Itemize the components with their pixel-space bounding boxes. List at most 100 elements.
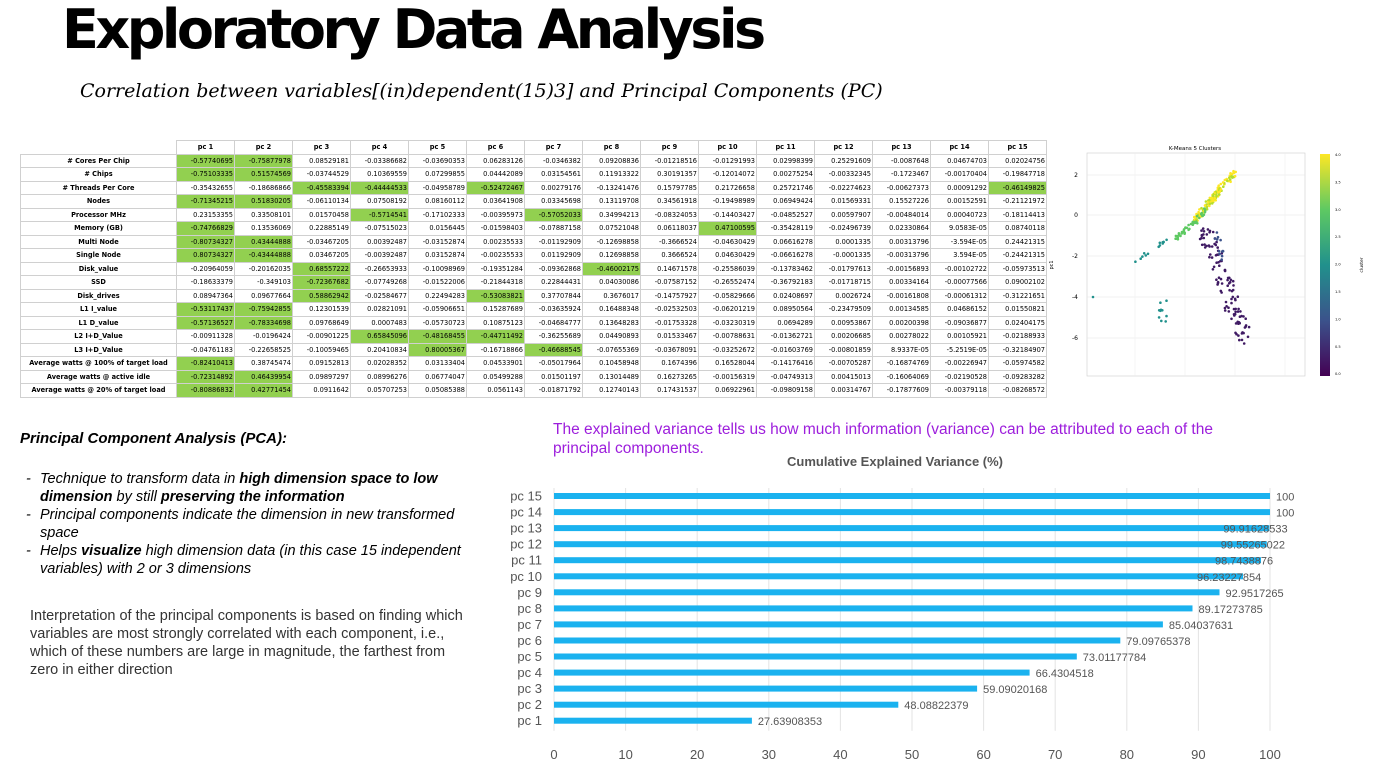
table-cell: 0.02330864 [872,221,931,236]
table-row: L3 I+D_Value -0.04761183 -0.22658525 -0.100… [20,342,1047,357]
table-cell: 0.21726658 [698,180,757,195]
table-row: Average watts @ active idle -0.72314892 0.… [20,369,1047,384]
row-label: Processor MHz [20,207,177,222]
column-header-pc1: pc 1 [176,140,235,155]
kmeans-point [1217,249,1221,253]
table-cell: 0.04442089 [466,167,525,182]
kmeans-point [1208,202,1212,206]
table-cell: -0.36792183 [756,275,815,290]
table-cell: -0.02190528 [930,369,989,384]
category-label: pc 11 [511,553,542,568]
bullet-text: Technique to transform data in [40,471,240,487]
x-tick-label: 80 [1120,747,1134,760]
kmeans-point [1223,306,1227,310]
kmeans-point [1188,227,1191,231]
kmeans-point [1220,250,1224,253]
table-cell: 0.42771454 [234,383,293,398]
table-cell: -0.57136527 [176,315,235,330]
kmeans-point [1242,342,1246,345]
kmeans-point [1211,230,1215,234]
bar-pc2 [554,701,899,708]
table-cell: -0.00156893 [872,261,931,276]
kmeans-point [1226,284,1229,287]
data-label: 98.7438876 [1215,556,1273,568]
table-cell: -0.52472467 [466,180,525,195]
kmeans-colorbar-label: cluster [1359,257,1365,272]
page-title: Exploratory Data Analysis [62,0,766,61]
column-header-pc11: pc 11 [756,140,815,155]
table-cell: -0.06201219 [698,302,757,317]
table-cell: -0.35428119 [756,221,815,236]
bar-pc1 [554,717,752,724]
table-cell: -0.01218516 [640,153,699,168]
table-row: L1 D_value -0.57136527 -0.78334698 0.097686… [20,315,1047,330]
kmeans-point [1244,317,1247,320]
kmeans-point [1231,295,1235,299]
table-cell: 0.04630429 [698,248,757,263]
table-cell: -0.82410413 [176,356,235,371]
table-cell: -0.10059465 [292,342,351,357]
table-cell: -0.00901225 [292,329,351,344]
kmeans-ytick-label: 2 [1074,172,1078,179]
table-cell: -0.05829666 [698,288,757,303]
table-cell: 0.01192909 [524,248,583,263]
kmeans-point [1230,301,1233,305]
category-label: pc 3 [517,681,542,696]
kmeans-point [1215,231,1219,234]
table-cell: -0.00395973 [466,207,525,222]
table-cell: 0.1674396 [640,356,699,371]
table-cell: -0.06110134 [292,194,351,209]
bullet-text: Principal components indicate the dimens… [40,507,455,541]
table-row: Memory (GB) -0.74766829 0.13536069 0.228851… [20,221,1047,236]
table-cell: 0.01533467 [640,329,699,344]
pca-bullet-list: Technique to transform data in high dime… [20,470,470,578]
kmeans-point [1141,255,1144,258]
table-cell: -0.5714541 [350,207,409,222]
table-cell: 0.09002102 [988,275,1047,290]
table-cell: 0.17431537 [640,383,699,398]
kmeans-point [1196,222,1199,225]
table-cell: -0.08324053 [640,207,699,222]
kmeans-point [1228,280,1232,284]
kmeans-point [1157,309,1161,312]
kmeans-point [1213,237,1217,240]
kmeans-point [1210,256,1214,259]
kmeans-point [1221,181,1225,184]
table-cell: 0.0001335 [814,234,873,249]
bullet-text: by still [112,489,161,505]
table-cell: 0.00392487 [350,234,409,249]
table-cell: -0.00788631 [698,329,757,344]
kmeans-scatter-plot: K-Means 5 Clusters pc1 2 0 -2 -4 -6 4.0 3.5 3.… [1049,146,1365,377]
table-cell: -0.57052033 [524,207,583,222]
kmeans-point [1164,320,1167,323]
table-cell: -0.44711492 [466,329,525,344]
kmeans-point [1215,240,1218,244]
kmeans-point [1160,319,1163,323]
column-header-pc6: pc 6 [466,140,525,155]
table-cell: -0.75877978 [234,153,293,168]
table-cell: -0.71345215 [176,194,235,209]
kmeans-point [1243,326,1247,329]
kmeans-point [1219,188,1223,191]
kmeans-point [1212,265,1216,269]
kmeans-point [1238,315,1242,318]
kmeans-point [1238,321,1241,325]
x-tick-label: 30 [762,747,776,760]
x-tick-label: 40 [833,747,847,760]
table-cell: 0.03345698 [524,194,583,209]
table-cell: -0.16064069 [872,369,931,384]
kmeans-ylabel: pc1 [1049,260,1055,269]
kmeans-point [1218,252,1221,256]
table-cell: 0.00235533 [466,234,525,249]
colorbar-tick-label: 1.5 [1335,290,1341,294]
table-row: Average watts @ 20% of target load -0.808… [20,383,1047,398]
table-cell: 0.00134585 [872,302,931,317]
table-cell: -0.75103335 [176,167,235,182]
table-cell: -0.09283282 [988,369,1047,384]
table-cell: -0.09036877 [930,315,989,330]
kmeans-point [1144,254,1148,257]
table-cell: 0.12698858 [582,248,641,263]
table-cell: -0.72367682 [292,275,351,290]
bar-pc7 [554,621,1163,628]
kmeans-point [1203,204,1207,207]
